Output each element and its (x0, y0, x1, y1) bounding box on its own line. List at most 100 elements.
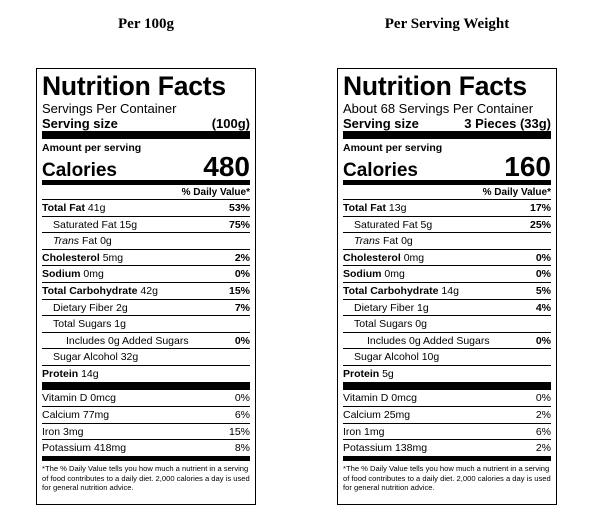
serving-size-label: Serving size (42, 116, 118, 131)
nutrient-row: Sugar Alcohol 10g (343, 348, 551, 365)
nutrient-row: Includes 0g Added Sugars 0% (42, 331, 250, 349)
vitamin-row: Potassium 418mg 8% (42, 439, 250, 456)
amount-per-serving: Amount per serving (343, 142, 443, 154)
nutrient-name: Includes 0g Added Sugars (42, 333, 189, 349)
amount-per-serving: Amount per serving (42, 142, 142, 154)
nutrient-row: Total Sugars 0g (343, 315, 551, 332)
nutrient-dv: 5% (535, 284, 551, 297)
nutrient-name: Cholesterol 5mg (42, 250, 123, 266)
servings: About 68 Servings Per Container (343, 101, 534, 116)
nutrient-amount: 0g (100, 235, 112, 248)
nutrition-label: Nutrition Facts About 68 Servings Per Con… (337, 68, 557, 505)
nutrient-label: Total Carbohydrate (42, 284, 138, 297)
nutrient-name: Sugar Alcohol 32g (42, 349, 138, 365)
title: Nutrition Facts (42, 71, 226, 101)
medium-bar (42, 455, 250, 461)
vitamin-amount: 0mcg (391, 391, 417, 404)
nutrient-amount: 1g (417, 301, 429, 314)
nutrient-label: Total Carbohydrate (343, 284, 439, 297)
nutrient-amount: 15g (119, 218, 138, 231)
nutrient-amount: 0mg (83, 268, 104, 281)
nutrient-row: Dietary Fiber 1g 4% (343, 298, 551, 316)
nutrient-amount: 0g (401, 235, 413, 248)
vitamin-amount: 138mg (394, 442, 428, 455)
vitamin-name: Vitamin D 0mcg (42, 390, 116, 407)
serving-size-value: (100g) (211, 116, 250, 131)
nutrient-row: Total Sugars 1g (42, 315, 250, 332)
nutrient-label: Includes 0g Added Sugars (367, 334, 490, 347)
vitamin-label: Vitamin D (42, 391, 88, 404)
vitamin-name: Potassium 138mg (343, 440, 427, 456)
nutrient-name: Includes 0g Added Sugars (343, 333, 490, 349)
nutrient-amount: 0mg (403, 251, 425, 264)
nutrient-row: Sugar Alcohol 32g (42, 348, 250, 365)
vitamin-row: Iron 3mg 15% (42, 422, 250, 440)
nutrient-name: Total Fat 41g (42, 200, 105, 216)
dv-header: % Daily Value* (181, 187, 250, 198)
vitamin-label: Calcium (343, 409, 381, 422)
nutrient-row: Trans Fat 0g (343, 232, 551, 249)
nutrition-label: Nutrition Facts Servings Per Container Ser… (36, 68, 256, 505)
nutrient-prefix: Trans (354, 235, 381, 248)
nutrient-amount: 2g (116, 301, 128, 314)
nutrient-row: Sodium 0mg 0% (343, 265, 551, 282)
nutrient-amount: 14g (81, 367, 99, 380)
vitamin-name: Potassium 418mg (42, 440, 126, 456)
calories-row: Calories 480 (42, 153, 250, 182)
vitamin-amount: 1mg (364, 425, 385, 438)
vitamin-row: Iron 1mg 6% (343, 422, 551, 440)
nutrient-label: Dietary Fiber (354, 301, 415, 314)
nutrient-amount: 42g (140, 284, 158, 297)
nutrient-row: Dietary Fiber 2g 7% (42, 298, 250, 316)
nutrient-row: Cholesterol 5mg 2% (42, 248, 250, 266)
nutrient-row: Protein 14g (42, 364, 250, 382)
vitamin-row: Calcium 25mg 2% (343, 406, 551, 423)
nutrient-row: Protein 5g (343, 364, 551, 382)
nutrient-dv: 15% (228, 284, 250, 297)
title: Nutrition Facts (343, 71, 527, 101)
dv-header: % Daily Value* (482, 187, 551, 198)
vitamin-label: Iron (42, 425, 61, 438)
vitamin-dv: 6% (234, 409, 250, 422)
nutrient-name: Dietary Fiber 2g (42, 300, 128, 316)
nutrient-label: Protein (42, 367, 79, 380)
nutrient-name: Trans Fat 0g (42, 233, 112, 249)
nutrient-amount: 5mg (102, 251, 124, 264)
vitamin-amount: 418mg (93, 442, 127, 455)
vitamin-name: Calcium 77mg (42, 407, 109, 423)
nutrient-dv: 4% (535, 301, 551, 314)
nutrient-row: Saturated Fat 5g 25% (343, 215, 551, 233)
nutrient-dv: 0% (234, 334, 250, 347)
nutrient-label: Dietary Fiber (53, 301, 114, 314)
vitamin-amount: 77mg (82, 409, 110, 422)
nutrient-name: Total Carbohydrate 14g (343, 283, 459, 299)
nutrient-dv: 0% (535, 334, 551, 347)
medium-bar (343, 180, 551, 185)
vitamin-name: Vitamin D 0mcg (343, 390, 417, 407)
nutrient-name: Sodium 0mg (42, 266, 104, 282)
nutrient-row: Total Fat 41g 53% (42, 199, 250, 216)
vitamin-row: Vitamin D 0mcg 0% (343, 390, 551, 407)
vitamin-dv: 6% (535, 425, 551, 438)
nutrient-label: Sugar Alcohol (354, 351, 419, 364)
nutrient-label: Total Fat (42, 202, 85, 214)
nutrient-label: Fat (81, 235, 98, 248)
nutrient-dv: 25% (529, 218, 551, 231)
footnote: *The % Daily Value tells you how much a … (42, 463, 250, 493)
nutrient-label: Saturated Fat (354, 218, 418, 231)
nutrient-name: Total Carbohydrate 42g (42, 283, 158, 299)
nutrient-name: Cholesterol 0mg (343, 250, 424, 266)
nutrient-amount: 0g (415, 318, 427, 331)
nutrient-label: Total Sugars (354, 318, 413, 331)
footnote: *The % Daily Value tells you how much a … (343, 463, 551, 493)
nutrient-amount: 32g (120, 351, 139, 364)
nutrient-label: Cholesterol (42, 251, 100, 264)
nutrient-name: Protein 5g (343, 366, 394, 382)
vitamin-dv: 0% (535, 391, 551, 404)
nutrient-label: Sugar Alcohol (53, 351, 118, 364)
nutrient-label: Includes 0g Added Sugars (66, 334, 189, 347)
calories-row: Calories 160 (343, 153, 551, 182)
serving-size-label: Serving size (343, 116, 419, 131)
vitamin-dv: 2% (535, 409, 551, 422)
vitamin-name: Calcium 25mg (343, 407, 410, 423)
